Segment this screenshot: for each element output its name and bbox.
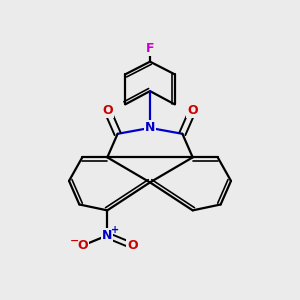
Text: +: + (111, 225, 119, 235)
Text: F: F (146, 42, 154, 55)
Text: N: N (102, 229, 112, 242)
Text: −: − (70, 236, 80, 246)
Text: O: O (127, 239, 138, 252)
Text: O: O (102, 104, 112, 117)
Text: O: O (77, 239, 88, 252)
Text: N: N (145, 122, 155, 134)
Text: O: O (188, 104, 198, 117)
